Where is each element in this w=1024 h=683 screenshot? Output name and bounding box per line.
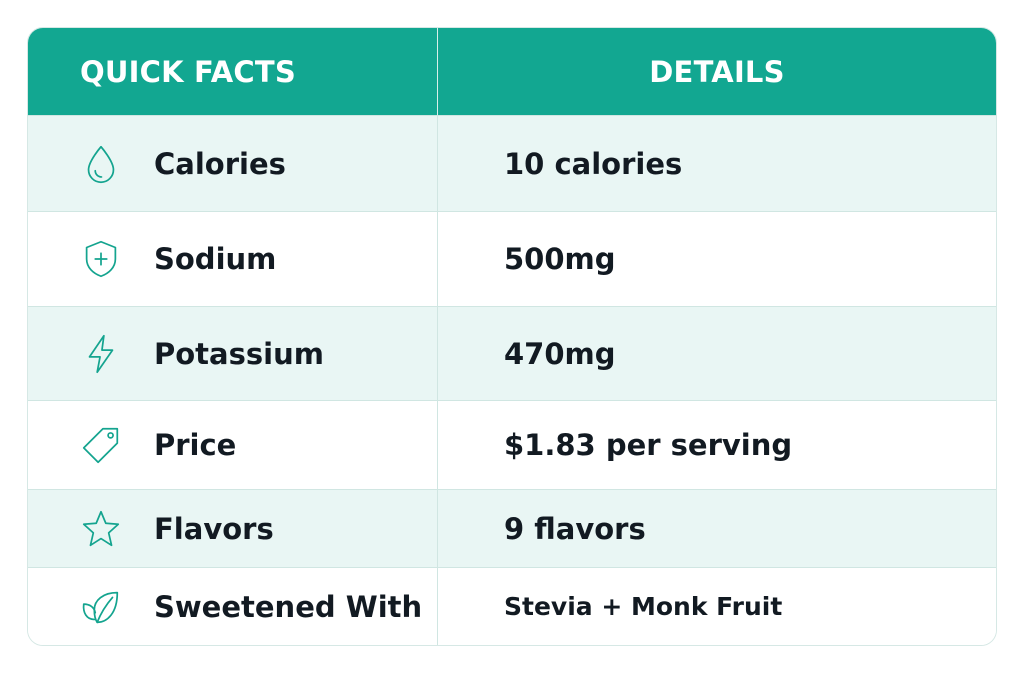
fact-value: 470mg bbox=[504, 336, 616, 371]
fact-value: $1.83 per serving bbox=[504, 428, 793, 462]
fact-label: Flavors bbox=[154, 511, 274, 546]
header-quick-facts: QUICK FACTS bbox=[28, 28, 438, 115]
table-header: QUICK FACTS DETAILS bbox=[28, 28, 996, 115]
table-row: Flavors 9 flavors bbox=[28, 489, 996, 567]
fact-value: Stevia + Monk Fruit bbox=[504, 592, 783, 621]
fact-value: 9 flavors bbox=[504, 511, 646, 546]
table-row: Potassium 470mg bbox=[28, 306, 996, 400]
lightning-bolt-icon bbox=[78, 331, 124, 377]
fact-label-cell: Sodium bbox=[28, 212, 438, 306]
shield-plus-icon bbox=[78, 236, 124, 282]
fact-value: 500mg bbox=[504, 242, 616, 276]
table-row: Price $1.83 per serving bbox=[28, 400, 996, 489]
fact-label-cell: Flavors bbox=[28, 490, 438, 567]
fact-label: Price bbox=[154, 428, 237, 462]
fact-label-cell: Calories bbox=[28, 116, 438, 211]
fact-label-cell: Price bbox=[28, 401, 438, 489]
fact-label: Sodium bbox=[154, 242, 277, 276]
leaf-icon bbox=[78, 584, 124, 630]
quick-facts-table: QUICK FACTS DETAILS Calories 10 calories bbox=[27, 27, 997, 646]
fact-label-cell: Sweetened With bbox=[28, 568, 438, 645]
water-drop-icon bbox=[78, 141, 124, 187]
table-row: Calories 10 calories bbox=[28, 115, 996, 211]
fact-label: Calories bbox=[154, 146, 286, 181]
table-row: Sweetened With Stevia + Monk Fruit bbox=[28, 567, 996, 645]
header-details: DETAILS bbox=[649, 54, 785, 89]
price-tag-icon bbox=[78, 422, 124, 468]
fact-value: 10 calories bbox=[504, 146, 683, 181]
table-row: Sodium 500mg bbox=[28, 211, 996, 306]
fact-label: Potassium bbox=[154, 336, 324, 371]
fact-label: Sweetened With bbox=[154, 589, 423, 624]
star-icon bbox=[78, 506, 124, 552]
fact-label-cell: Potassium bbox=[28, 307, 438, 400]
